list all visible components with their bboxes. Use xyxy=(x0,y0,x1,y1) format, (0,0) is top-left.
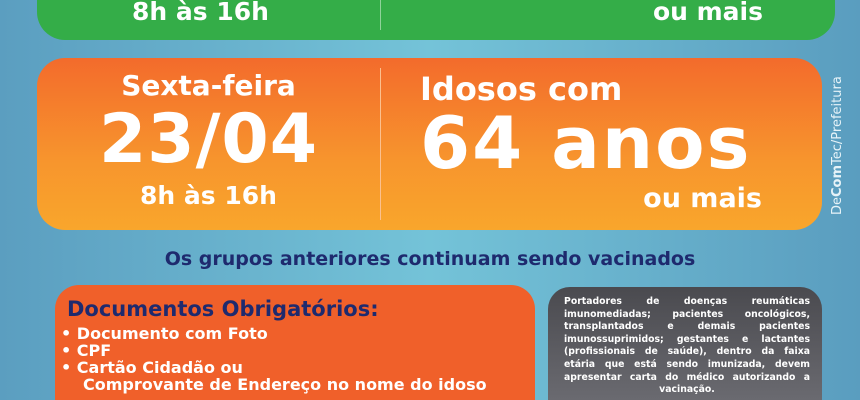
document-item: • Cartão Cidadão ou xyxy=(61,358,243,377)
credit-pre: De xyxy=(830,196,845,215)
document-item: • CPF xyxy=(61,341,112,360)
previous-hours: 8h às 16h xyxy=(132,0,269,26)
date: 23/04 xyxy=(98,100,319,179)
document-item: Comprovante de Endereço no nome do idoso xyxy=(83,375,487,394)
credit-bold: Com xyxy=(830,164,845,197)
documents-list: • Documento com Foto • CPF • Cartão Cida… xyxy=(61,325,487,393)
previous-group-suffix: ou mais xyxy=(652,0,763,26)
divider xyxy=(380,68,381,220)
group-prefix: Idosos com xyxy=(420,70,623,108)
hours: 8h às 16h xyxy=(140,181,277,210)
document-item: • Documento com Foto xyxy=(61,324,268,343)
medical-note-card: Portadores de doenças reumáticas imunome… xyxy=(548,287,822,400)
documents-title: Documentos Obrigatórios: xyxy=(67,297,379,321)
weekday: Sexta-feira xyxy=(121,69,296,102)
documents-card: Documentos Obrigatórios: • Documento com… xyxy=(55,285,535,400)
group-suffix: ou mais xyxy=(643,183,762,214)
group-age: 64 anos xyxy=(420,101,752,185)
credit-post: Tec/Prefeitura xyxy=(830,76,845,165)
medical-note: Portadores de doenças reumáticas imunome… xyxy=(564,296,810,396)
credit-text: DeComTec/Prefeitura xyxy=(830,76,845,215)
divider xyxy=(380,0,381,30)
previous-schedule-card: 8h às 16h ou mais xyxy=(37,0,835,40)
notice-text: Os grupos anteriores continuam sendo vac… xyxy=(164,248,696,270)
friday-schedule-card: Sexta-feira 23/04 8h às 16h Idosos com 6… xyxy=(37,58,822,230)
